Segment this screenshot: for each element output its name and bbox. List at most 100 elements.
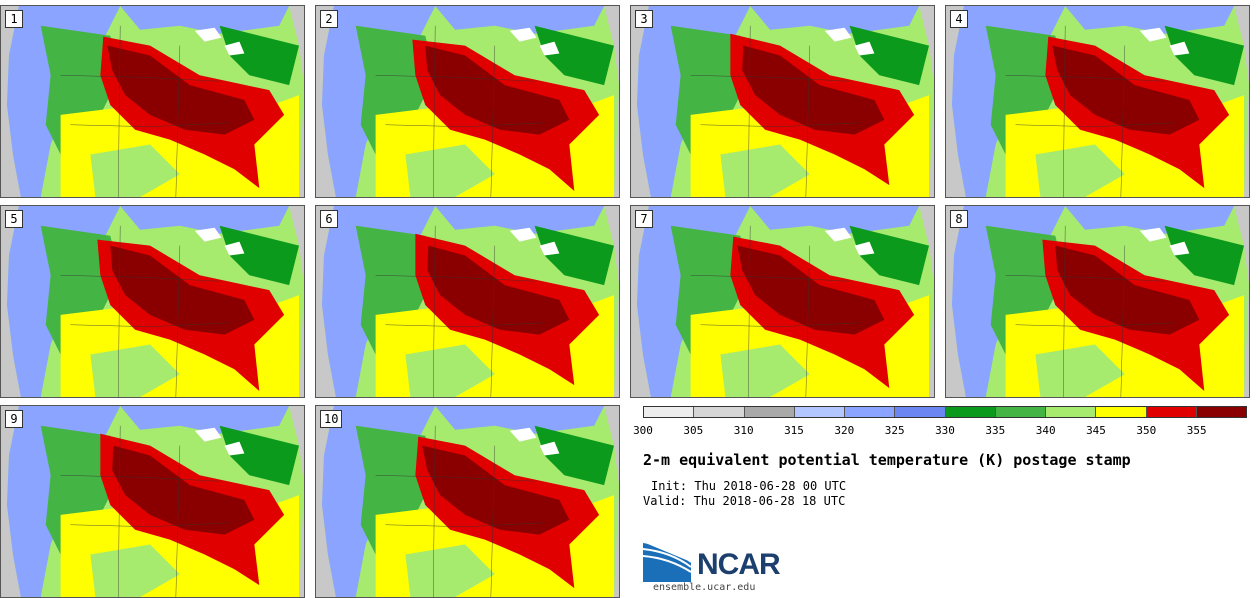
north-cool (435, 406, 605, 434)
state-borders (375, 25, 545, 197)
colorbar-swatch (694, 407, 745, 417)
great-lakes (194, 227, 245, 256)
north-cool (120, 406, 290, 434)
green-south (1035, 144, 1125, 197)
great-lakes (194, 427, 245, 456)
logo-text: NCAR (697, 548, 781, 581)
maroon-core (1052, 45, 1200, 135)
green-east (219, 425, 300, 486)
colorbar-swatch (644, 407, 695, 417)
maroon-core (1055, 245, 1200, 335)
green-south (405, 344, 495, 397)
green-south (405, 544, 495, 597)
colorbar-swatch (945, 407, 996, 417)
colorbar-tick-label: 300 (633, 424, 653, 437)
great-lakes (509, 227, 560, 256)
green-south (90, 544, 180, 597)
state-borders (60, 425, 230, 597)
colorbar-swatch (1096, 407, 1147, 417)
site-url: ensemble.ucar.edu (653, 582, 756, 593)
state-borders (60, 25, 230, 197)
stamp-member-label: 1 (5, 10, 23, 28)
postage-stamp-map: 10 (315, 405, 620, 598)
great-lakes (509, 427, 560, 456)
north-cool (1065, 206, 1235, 234)
maroon-core (737, 245, 885, 335)
colorbar-tick-label: 335 (985, 424, 1006, 437)
colorbar-swatch (895, 407, 946, 417)
ncar-logo-icon (643, 541, 692, 582)
north-cool (435, 206, 605, 234)
green-east (534, 25, 615, 86)
north-cool (750, 6, 920, 34)
stamp-member-label: 10 (320, 410, 343, 428)
colorbar-swatch (794, 407, 845, 417)
colorbar (643, 406, 1247, 418)
green-east (1164, 25, 1245, 86)
stamp-member-label: 7 (635, 210, 653, 228)
green-east (1164, 225, 1245, 286)
postage-stamp-map: 5 (0, 205, 305, 398)
colorbar-swatch (1046, 407, 1097, 417)
init-time: Init: Thu 2018-06-28 00 UTC (651, 479, 847, 493)
green-south (720, 144, 810, 197)
green-south (90, 344, 180, 397)
maroon-core (425, 45, 570, 135)
colorbar-swatch (1146, 407, 1197, 417)
colorbar-swatch (845, 407, 896, 417)
colorbar-tick-label: 355 (1186, 424, 1207, 437)
green-east (219, 225, 300, 286)
colorbar-tick-label: 320 (834, 424, 855, 437)
stamp-member-label: 8 (950, 210, 968, 228)
postage-stamp-map: 8 (945, 205, 1250, 398)
green-west (355, 425, 436, 555)
state-borders (375, 425, 545, 597)
state-borders (690, 225, 860, 397)
stamp-member-label: 9 (5, 410, 23, 428)
stamp-member-label: 5 (5, 210, 23, 228)
state-borders (375, 225, 545, 397)
colorbar-tick-label: 345 (1086, 424, 1106, 437)
postage-stamp-map: 9 (0, 405, 305, 598)
maroon-core (107, 45, 255, 135)
state-borders (60, 225, 230, 397)
state-borders (690, 25, 860, 197)
green-south (90, 144, 180, 197)
colorbar-ticks: 300 305 310 315 320 325 330 335 340 345 350 355 (633, 424, 1247, 438)
colorbar-swatch (995, 407, 1046, 417)
north-cool (120, 206, 290, 234)
colorbar-tick-label: 305 (683, 424, 704, 437)
stamp-member-label: 6 (320, 210, 338, 228)
page-title: 2-m equivalent potential temperature (K)… (643, 451, 1131, 469)
green-east (849, 225, 930, 286)
green-west (355, 225, 436, 355)
stamp-member-label: 3 (635, 10, 653, 28)
postage-stamp-map: 1 (0, 5, 305, 198)
state-borders (1005, 225, 1175, 397)
north-cool (1065, 6, 1235, 34)
green-east (534, 225, 615, 286)
stamp-member-label: 2 (320, 10, 338, 28)
colorbar-tick-label: 310 (733, 424, 754, 437)
great-lakes (509, 27, 560, 56)
maroon-core (112, 445, 255, 535)
great-lakes (1139, 27, 1190, 56)
green-east (849, 25, 930, 86)
green-east (534, 425, 615, 486)
north-cool (120, 6, 290, 34)
green-east (219, 25, 300, 86)
state-borders (1005, 25, 1175, 197)
colorbar-swatch (1196, 407, 1246, 417)
postage-stamp-map: 2 (315, 5, 620, 198)
north-cool (435, 6, 605, 34)
stamp-member-label: 4 (950, 10, 968, 28)
colorbar-tick-label: 330 (935, 424, 955, 437)
maroon-core (742, 45, 885, 135)
postage-stamp-map: 4 (945, 5, 1250, 198)
colorbar-swatch (744, 407, 795, 417)
green-south (405, 144, 495, 197)
colorbar-tick-label: 350 (1136, 424, 1157, 437)
postage-stamp-map: 3 (630, 5, 935, 198)
valid-time: Valid: Thu 2018-06-28 18 UTC (643, 494, 846, 508)
postage-stamp-map: 7 (630, 205, 935, 398)
